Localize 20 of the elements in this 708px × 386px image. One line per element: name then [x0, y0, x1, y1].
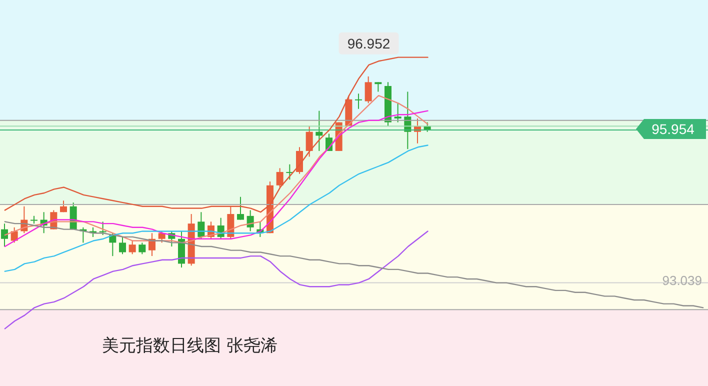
candlestick: [316, 110, 323, 152]
candlestick: [158, 230, 166, 244]
annotation: 95.954: [636, 119, 706, 139]
candlestick: [306, 126, 313, 158]
candlestick: [394, 102, 402, 123]
candlestick: [296, 146, 303, 174]
annotation: 96.952: [347, 35, 390, 52]
candlestick: [355, 93, 362, 110]
candlestick: [1, 223, 8, 248]
candlestick: [374, 82, 382, 92]
text: 93.039: [662, 273, 702, 288]
text: 美元指数日线图 张尧浠: [102, 335, 278, 357]
candlestick: [99, 221, 106, 236]
candlestick: [364, 76, 372, 104]
candlestick: [237, 196, 244, 220]
candlestick: [246, 210, 254, 232]
candlestick: [276, 168, 284, 188]
candlestick: [119, 236, 126, 255]
candlestick: [128, 240, 136, 255]
candlestick: [138, 242, 146, 255]
